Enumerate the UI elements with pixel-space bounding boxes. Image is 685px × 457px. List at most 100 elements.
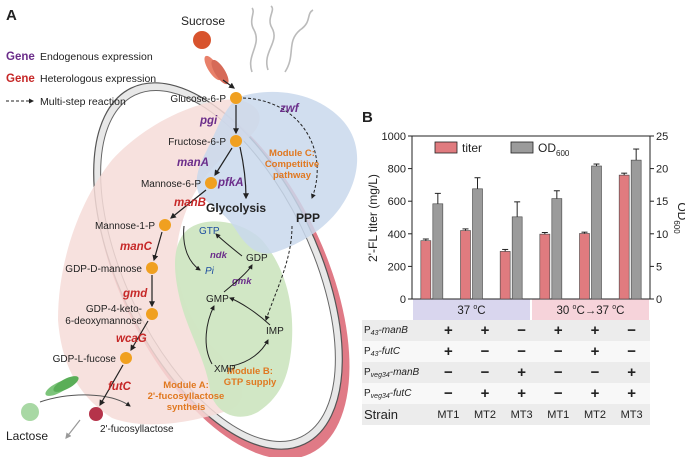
gene-pfka: pfkA [217, 177, 244, 189]
promoter-subscript: veg34 [370, 371, 390, 379]
construct-mark: − [539, 341, 577, 362]
y-axis-right-title: OD600 [672, 202, 685, 234]
construct-mark: − [613, 341, 650, 362]
construct-mark: + [466, 383, 504, 404]
construct-gene: -futC [389, 387, 412, 399]
construct-mark: + [430, 320, 467, 341]
y-tick-label-left: 200 [388, 261, 406, 273]
construct-label: P43-manB [362, 320, 430, 341]
gene-zwf: zwf [279, 103, 300, 115]
gene-manb: manB [174, 197, 206, 209]
xmp-label: XMP [214, 364, 236, 375]
strain-name: MT3 [613, 404, 650, 425]
od600-bar [472, 188, 483, 300]
module-a-title: Module A: [163, 380, 209, 391]
chart: 37 oC 30 oC→37 oC 0 200 400 600 800 1000 0 5 10… [366, 131, 685, 320]
strain-name: MT1 [430, 404, 467, 425]
node-gdp-mannose [146, 262, 158, 274]
glucose-6p-label: Glucose-6-P [170, 94, 226, 105]
gdp-keto-label-2: 6-deoxymannose [65, 316, 142, 327]
od600-bar [511, 216, 523, 300]
construct-mark: + [503, 383, 540, 404]
titer-bar [420, 240, 432, 300]
product-export-arrow [65, 419, 81, 439]
construct-gene: -futC [378, 345, 401, 357]
legend-swatch-titer [434, 141, 458, 154]
titer-bar [460, 230, 471, 300]
pathway-nodes [120, 92, 242, 364]
legend-a: Gene Endogenous expression Gene Heterolo… [6, 51, 156, 108]
y-axis-left-title: 2'-FL titer (mg/L) [366, 174, 380, 262]
construct-label: Pveg34-futC [362, 383, 430, 404]
module-a-line1: 2'-fucosyllactose [148, 391, 225, 402]
y-tick-label-left: 400 [388, 229, 406, 241]
construct-mark: − [466, 362, 504, 383]
legend-gene-endogenous: Gene [6, 51, 35, 63]
node-mannose-1p [159, 219, 171, 231]
od600-bar [432, 203, 444, 300]
legend-gene-heterologous: Gene [6, 73, 35, 85]
strain-name: MT2 [576, 404, 614, 425]
sucrose-molecule [193, 31, 211, 49]
legend-label-od: OD600 [538, 141, 570, 158]
titer-bar [618, 174, 630, 300]
promoter-subscript: 43 [370, 329, 379, 337]
strain-name: MT2 [466, 404, 504, 425]
gene-wcag: wcaG [116, 333, 147, 345]
strain-name: MT3 [503, 404, 540, 425]
module-b-region [175, 221, 293, 417]
titer-bar [539, 233, 551, 300]
promoter-prefix: P [364, 366, 371, 378]
gdp-keto-label-1: GDP-4-keto- [86, 304, 142, 315]
legend-swatch-od [510, 141, 534, 154]
sucrose-transporter [204, 55, 229, 85]
construct-mark: + [466, 320, 504, 341]
od600-bar [591, 165, 602, 300]
node-glucose-6p [230, 92, 242, 104]
imp-label: IMP [266, 326, 284, 337]
legend-multistep-text: Multi-step reaction [40, 96, 126, 108]
sucrose-label: Sucrose [181, 14, 225, 28]
module-a-line2: syntheis [167, 402, 206, 413]
ppp-to-imp-dashed-arrow [264, 225, 293, 321]
gdp-label: GDP [246, 253, 268, 264]
titer-bar [579, 233, 590, 300]
strain-name: MT1 [539, 404, 577, 425]
gene-manc: manC [120, 241, 153, 253]
plot-frame [411, 135, 651, 300]
node-fructose-6p [230, 135, 242, 147]
construct-mark: + [576, 341, 614, 362]
lactose-molecule [21, 403, 39, 421]
pathway-arrows [99, 105, 249, 407]
lactose-label: Lactose [6, 429, 48, 443]
y-tick-label-left: 800 [388, 164, 406, 176]
y-tick-label-right: 10 [656, 229, 668, 241]
gene-pgi: pgi [199, 115, 218, 127]
construct-mark: + [430, 341, 467, 362]
gene-gmd: gmd [122, 288, 148, 300]
gtp-label: GTP [199, 226, 220, 237]
construct-mark: + [613, 383, 650, 404]
gdp-mannose-label: GDP-D-mannose [65, 264, 142, 275]
pi-label: Pi [205, 266, 215, 277]
legend-label-titer: titer [462, 141, 482, 155]
construct-mark: − [503, 341, 540, 362]
construct-mark: + [503, 362, 540, 383]
gene-futc: futC [108, 381, 132, 393]
construct-gene: -manB [378, 324, 408, 336]
node-mannose-6p [205, 177, 217, 189]
strain-label: Strain [362, 404, 430, 425]
titer-bar [499, 251, 511, 300]
panel-b-label: B [362, 109, 373, 126]
construct-label: Pveg34-manB [362, 362, 430, 383]
ppp-dashed-arrow [242, 97, 318, 199]
glycolysis-label: Glycolysis [206, 201, 266, 215]
promoter-subscript: 43 [370, 350, 379, 358]
group-band-37c [413, 299, 530, 320]
promoter-prefix: P [364, 324, 371, 336]
module-c-title: Module C: [269, 148, 315, 159]
lactose-transporter [45, 376, 79, 396]
od600-bar [551, 198, 563, 300]
construct-row: P43-futC + − − − + − [362, 341, 650, 362]
construct-mark: − [539, 383, 577, 404]
